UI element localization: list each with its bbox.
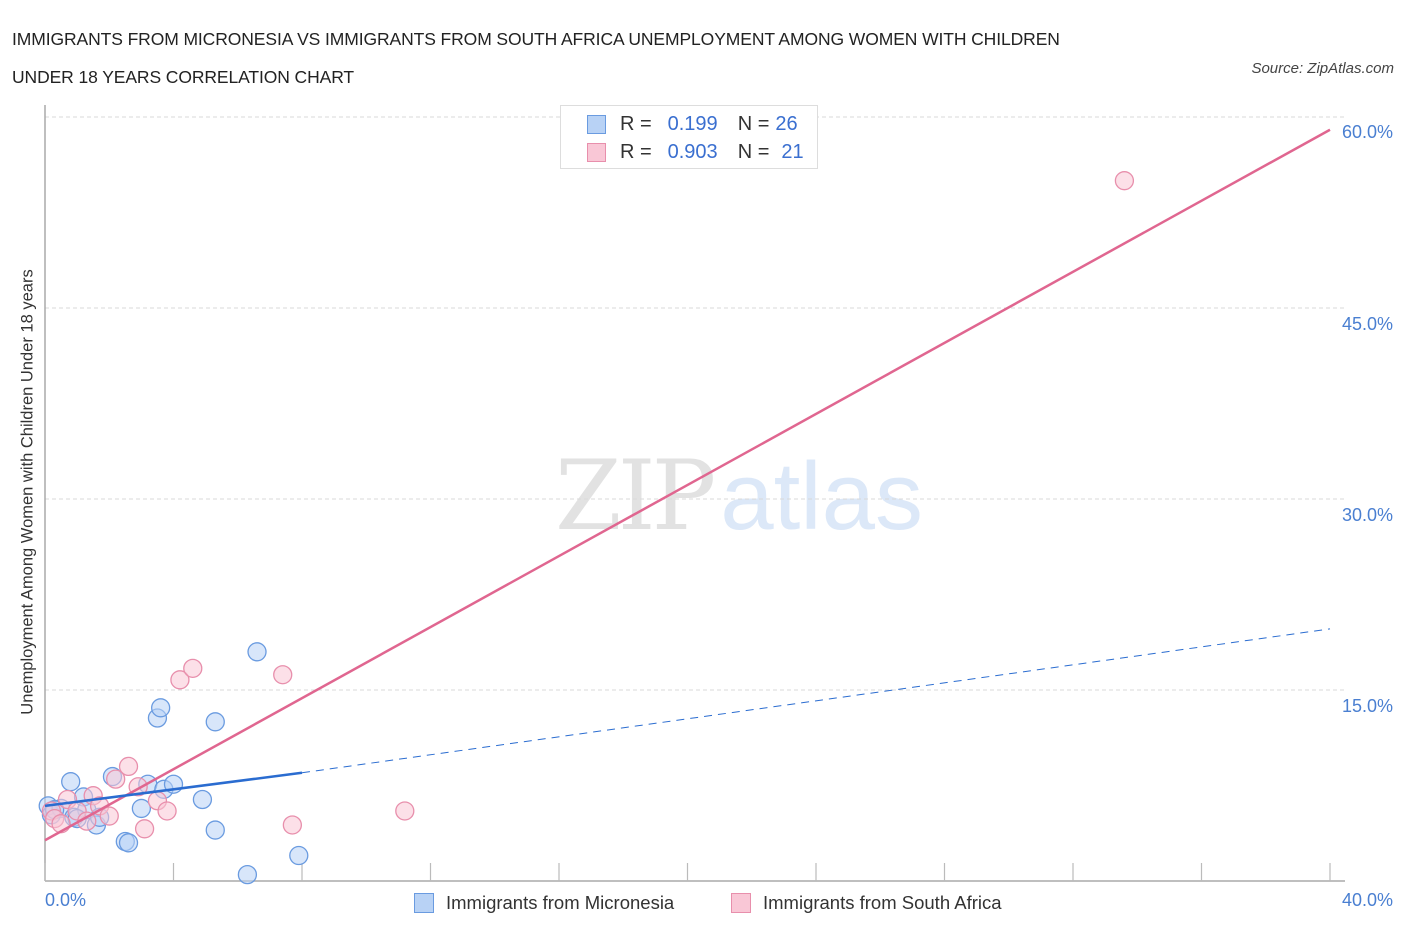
pink-swatch-icon — [731, 893, 751, 913]
n-label: N = — [737, 112, 770, 135]
legend-row-micronesia: R = 0.199 N = 26 — [587, 112, 798, 136]
legend-item-south-africa[interactable]: Immigrants from South Africa — [731, 892, 1002, 914]
data-point[interactable] — [118, 833, 139, 853]
data-point[interactable] — [205, 820, 225, 840]
data-point[interactable] — [131, 798, 152, 819]
r-label: R = — [620, 140, 652, 163]
data-point[interactable] — [247, 642, 267, 662]
trend-lines — [44, 128, 1331, 842]
data-point[interactable] — [192, 789, 213, 810]
x-tick-0: 0.0% — [45, 890, 87, 910]
y-tick-45: 45.0% — [1341, 314, 1393, 334]
legend-label: Immigrants from Micronesia — [446, 892, 675, 913]
y-tick-15: 15.0% — [1341, 696, 1393, 716]
data-point[interactable] — [237, 864, 258, 885]
series-legend: Immigrants from Micronesia Immigrants fr… — [0, 890, 1406, 916]
r-value: 0.903 — [667, 140, 718, 163]
legend-item-micronesia[interactable]: Immigrants from Micronesia — [414, 892, 674, 914]
data-point[interactable] — [118, 756, 139, 777]
legend-label: Immigrants from South Africa — [763, 892, 1002, 913]
data-point[interactable] — [157, 801, 177, 821]
correlation-legend: R = 0.199 N = 26 R = 0.903 N = 21 — [560, 105, 818, 169]
micronesia-trend-extension — [301, 628, 1331, 774]
chart-title: IMMIGRANTS FROM MICRONESIA VS IMMIGRANTS… — [12, 20, 1060, 96]
n-label: N = — [737, 140, 770, 163]
y-tick-30: 30.0% — [1341, 505, 1393, 525]
data-point[interactable] — [1114, 171, 1135, 191]
south-africa-points — [41, 171, 1135, 839]
data-point[interactable] — [134, 819, 155, 839]
n-value: 21 — [781, 140, 804, 163]
south-africa-trend-line — [44, 128, 1331, 842]
y-tick-60: 60.0% — [1341, 122, 1393, 142]
data-point[interactable] — [170, 670, 190, 690]
axes — [44, 105, 1345, 882]
data-point[interactable] — [61, 772, 81, 792]
gridlines — [45, 116, 1345, 691]
data-point[interactable] — [205, 712, 225, 732]
data-point[interactable] — [106, 769, 126, 789]
x-tick-40: 40.0% — [1341, 890, 1393, 910]
r-value: 0.199 — [667, 112, 718, 135]
blue-swatch-icon — [587, 114, 606, 134]
legend-row-south-africa: R = 0.903 N = 21 — [587, 140, 804, 164]
micronesia-trend-line — [44, 771, 303, 808]
data-point[interactable] — [273, 665, 293, 685]
blue-swatch-icon — [414, 893, 434, 913]
chart-title-line-1: IMMIGRANTS FROM MICRONESIA VS IMMIGRANTS… — [12, 29, 1060, 49]
data-point[interactable] — [150, 698, 171, 718]
data-point[interactable] — [289, 845, 309, 866]
pink-swatch-icon — [587, 142, 606, 162]
r-label: R = — [620, 112, 652, 135]
chart-title-line-2: UNDER 18 YEARS CORRELATION CHART — [12, 67, 355, 87]
data-point[interactable] — [282, 815, 303, 835]
data-point[interactable] — [395, 801, 415, 821]
data-point[interactable] — [99, 806, 119, 826]
source-label: Source: ZipAtlas.com — [1251, 60, 1394, 77]
n-value: 26 — [775, 112, 798, 135]
data-point[interactable] — [183, 658, 203, 679]
